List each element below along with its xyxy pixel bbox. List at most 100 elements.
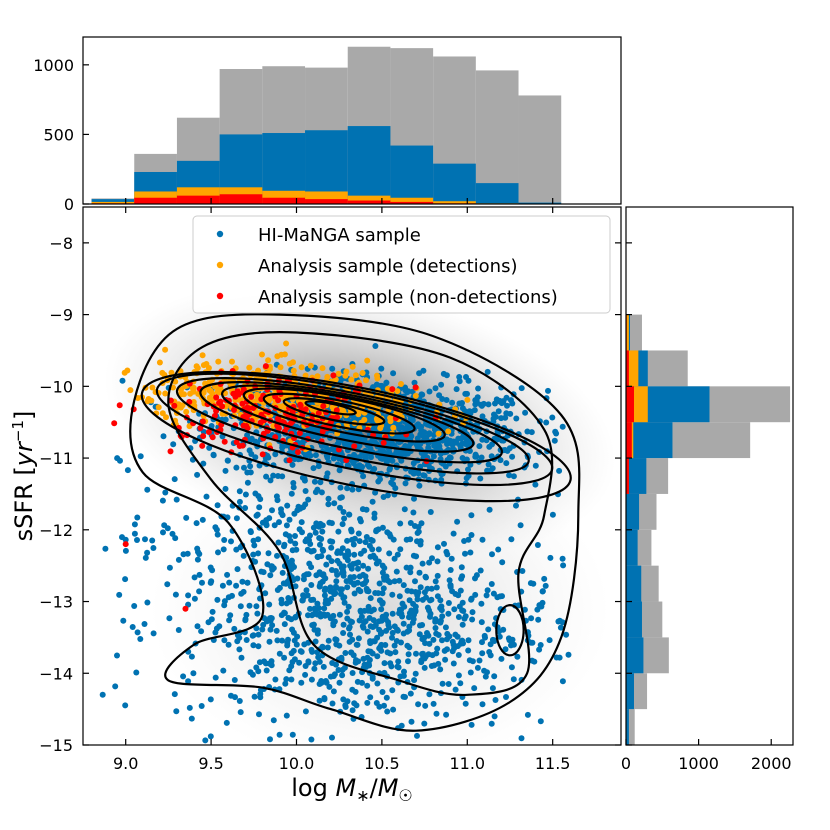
scatter-point xyxy=(361,547,368,554)
top-hist-bar xyxy=(347,195,391,204)
scatter-point xyxy=(302,708,309,715)
scatter-point xyxy=(370,617,377,624)
scatter-point xyxy=(333,407,340,414)
scatter-point xyxy=(356,538,363,545)
scatter-point xyxy=(361,416,368,423)
scatter-point xyxy=(329,538,336,545)
top-hist-bar xyxy=(347,126,391,204)
scatter-point xyxy=(289,626,296,633)
scatter-point xyxy=(267,736,273,743)
scatter-point xyxy=(248,393,255,400)
scatter-point xyxy=(316,697,323,704)
scatter-point xyxy=(448,555,455,562)
scatter-point xyxy=(221,438,228,445)
scatter-point xyxy=(467,549,474,556)
contour-line xyxy=(221,384,475,453)
scatter-point xyxy=(553,430,560,437)
scatter-point xyxy=(298,679,305,686)
scatter-point xyxy=(435,660,442,667)
scatter-point xyxy=(416,631,423,638)
scatter-point xyxy=(320,547,327,554)
scatter-point xyxy=(271,522,278,529)
scatter-point xyxy=(376,645,383,652)
scatter-point xyxy=(389,591,396,598)
scatter-point xyxy=(353,657,359,664)
scatter-point xyxy=(317,479,324,486)
scatter-point xyxy=(314,373,321,380)
scatter-point xyxy=(162,489,169,496)
scatter-point xyxy=(355,559,362,566)
scatter-point xyxy=(537,642,544,648)
right-hist-bar xyxy=(626,565,642,602)
scatter-point xyxy=(284,642,291,649)
scatter-point xyxy=(259,626,266,633)
scatter-point xyxy=(330,673,337,680)
scatter-point xyxy=(208,616,215,623)
scatter-point xyxy=(471,685,478,692)
y-tick-label: −14 xyxy=(39,664,73,683)
scatter-point xyxy=(329,700,336,707)
scatter-point xyxy=(391,578,398,585)
scatter-point xyxy=(222,467,229,474)
scatter-point xyxy=(200,433,207,440)
scatter-point xyxy=(243,611,250,618)
scatter-point xyxy=(254,610,261,617)
scatter-point xyxy=(423,574,429,581)
scatter-point xyxy=(426,691,433,698)
scatter-point xyxy=(279,569,286,576)
x-tick-label: 11.5 xyxy=(535,754,571,773)
scatter-point xyxy=(416,482,423,489)
scatter-point xyxy=(342,372,349,379)
scatter-point xyxy=(357,607,364,614)
scatter-point xyxy=(309,622,316,629)
scatter-point xyxy=(320,644,326,651)
scatter-point xyxy=(374,653,381,660)
right-histogram-bars xyxy=(626,314,791,745)
scatter-point xyxy=(317,541,323,548)
scatter-point xyxy=(210,451,217,458)
scatter-point xyxy=(454,518,461,525)
scatter-point xyxy=(213,526,220,533)
scatter-point xyxy=(295,449,301,456)
scatter-point xyxy=(468,512,475,519)
top-histogram-y-ticks: 0 500 1000 xyxy=(33,56,89,214)
right-histogram-frame xyxy=(625,206,794,746)
scatter-point xyxy=(529,657,536,664)
scatter-point xyxy=(415,528,422,535)
scatter-point xyxy=(383,627,390,634)
scatter-point xyxy=(323,561,330,568)
top-histogram-frame xyxy=(82,36,622,205)
scatter-point xyxy=(186,704,193,711)
scatter-point xyxy=(465,637,472,644)
scatter-point xyxy=(450,530,457,537)
scatter-point xyxy=(445,600,452,606)
top-hist-bar xyxy=(518,202,562,204)
scatter-point xyxy=(484,587,491,594)
scatter-point xyxy=(351,590,358,597)
scatter-point xyxy=(371,510,378,517)
scatter-point xyxy=(360,655,367,662)
scatter-point xyxy=(445,610,452,617)
scatter-point xyxy=(255,536,262,543)
scatter-point xyxy=(259,351,265,358)
scatter-point xyxy=(478,402,485,409)
scatter-point xyxy=(286,457,293,464)
scatter-point xyxy=(426,388,433,395)
scatter-point xyxy=(367,648,374,655)
scatter-point xyxy=(461,615,468,622)
scatter-point xyxy=(482,634,488,641)
scatter-point xyxy=(340,621,347,628)
scatter-point xyxy=(238,654,245,661)
scatter-point xyxy=(371,465,378,472)
scatter-point xyxy=(289,461,296,468)
scatter-point xyxy=(366,656,373,663)
scatter-point xyxy=(389,441,396,448)
scatter-point xyxy=(317,520,324,527)
scatter-point xyxy=(177,404,184,411)
scatter-point xyxy=(286,667,293,674)
scatter-point xyxy=(341,599,348,606)
scatter-point xyxy=(322,585,329,592)
scatter-point xyxy=(393,638,400,644)
scatter-point xyxy=(535,616,542,623)
scatter-point xyxy=(542,582,549,589)
